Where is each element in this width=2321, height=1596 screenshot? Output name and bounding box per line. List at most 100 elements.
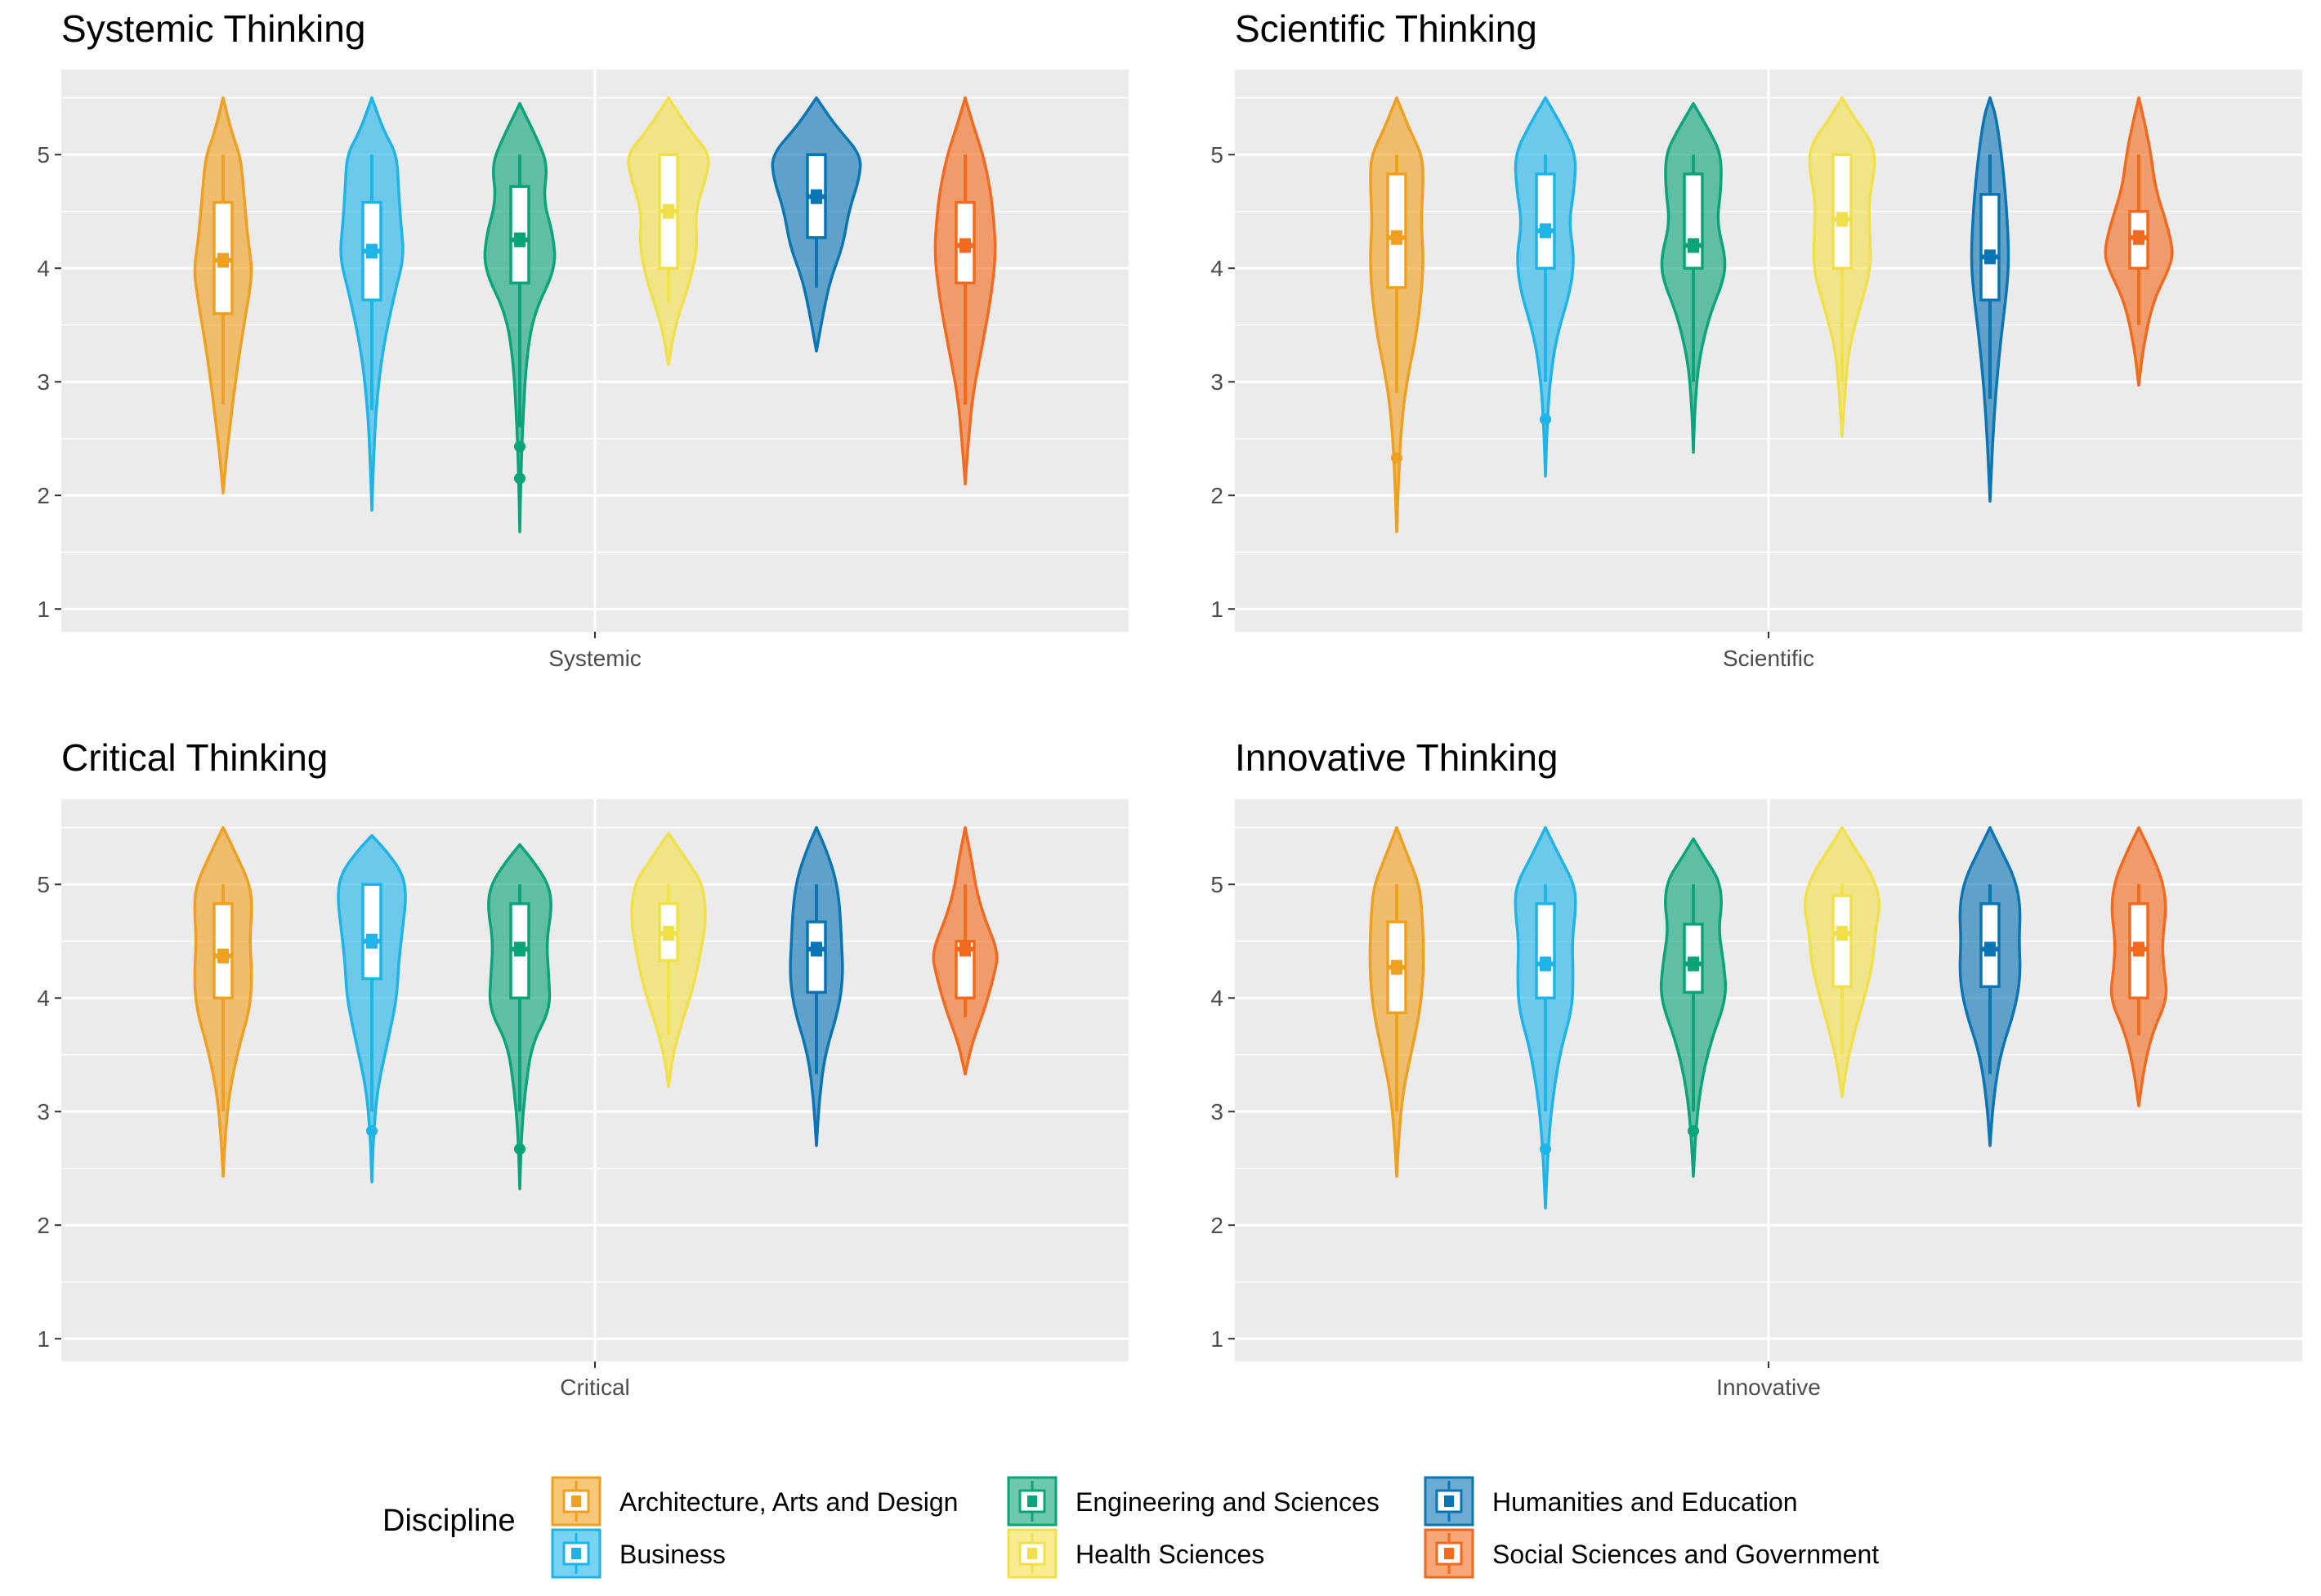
boxplot-median-mark [1540, 223, 1551, 239]
boxplot-box [1683, 172, 1704, 270]
boxplot-median-mark [959, 941, 971, 957]
legend-key-box [1435, 1489, 1463, 1513]
boxplot-box [1979, 193, 2001, 302]
legend-key-icon-architecture [551, 1476, 601, 1527]
legend-key-median [1444, 1548, 1454, 1559]
violin-engineering-and-sciences [487, 843, 552, 1191]
legend-key-median [571, 1548, 581, 1559]
y-tick-label: 4 [37, 256, 50, 281]
outlier-point [514, 472, 525, 485]
violin-business [337, 834, 407, 1184]
outlier-point [514, 1143, 525, 1156]
outlier-point [514, 440, 525, 453]
panel-title-scientific: Scientific Thinking [1235, 7, 1537, 50]
y-tick-label: 5 [1210, 872, 1223, 897]
outlier-point [1540, 414, 1551, 426]
boxplot-median-mark [217, 253, 229, 268]
boxplot-median-mark [1984, 249, 1996, 265]
y-tick-label: 3 [37, 1099, 50, 1124]
violin-social-sciences-and-government [2104, 96, 2174, 387]
boxplot-box [361, 883, 382, 981]
y-tick-label: 1 [1210, 597, 1223, 622]
boxplot-median-mark [1391, 230, 1402, 245]
y-tick-label: 1 [1210, 1326, 1223, 1352]
violin-humanities-and-education [1970, 96, 2010, 503]
boxplot-median-mark [2133, 230, 2144, 245]
x-category-label-critical: Critical [560, 1375, 630, 1400]
violin-humanities-and-education [771, 96, 862, 353]
legend-key-median [1444, 1495, 1454, 1507]
boxplot-median-mark [1688, 956, 1699, 972]
legend: Discipline Architecture, Arts and Design… [382, 1471, 1935, 1579]
boxplot-median-mark [1391, 959, 1402, 975]
y-tick-label: 4 [1210, 986, 1223, 1011]
boxplot-median-mark [1836, 212, 1848, 227]
violin-architecture-arts-and-design [1368, 825, 1425, 1178]
violin-social-sciences-and-government [932, 825, 999, 1076]
boxplot-box [1831, 894, 1853, 989]
x-category-label-systemic: Systemic [548, 646, 642, 671]
legend-key-icon-business [551, 1528, 601, 1579]
violin-engineering-and-sciences [483, 101, 557, 534]
x-category-label-innovative: Innovative [1716, 1375, 1821, 1400]
legend-key-median [1027, 1495, 1037, 1507]
legend-label-health: Health Sciences [1076, 1540, 1265, 1569]
boxplot-median-mark [1984, 941, 1996, 957]
y-tick-label: 2 [37, 483, 50, 508]
violin-humanities-and-education [1958, 825, 2022, 1147]
panel-title-systemic: Systemic Thinking [61, 7, 366, 50]
y-tick-label: 5 [37, 142, 50, 168]
violin-health-sciences [1803, 825, 1881, 1098]
boxplot-median-mark [2133, 941, 2144, 957]
violin-social-sciences-and-government [2109, 825, 2168, 1108]
y-tick-label: 2 [37, 1213, 50, 1238]
violin-social-sciences-and-government [933, 96, 997, 486]
boxplot-box [1535, 902, 1556, 999]
y-tick-label: 1 [37, 597, 50, 622]
chart-systemic: 1 2 3 4 5 [37, 69, 1129, 638]
y-tick-label: 5 [1210, 142, 1223, 168]
violin-engineering-and-sciences [1659, 837, 1728, 1178]
boxplot-median-mark [514, 232, 525, 248]
boxplot-median-mark [959, 238, 971, 253]
boxplot-median-mark [811, 941, 822, 957]
chart-scientific: 1 2 3 4 5 [1210, 69, 2302, 638]
boxplot-median-mark [663, 203, 674, 219]
y-tick-label: 5 [37, 872, 50, 897]
legend-key-median [571, 1495, 581, 1507]
outlier-point [1540, 1143, 1551, 1156]
legend-key-icon-social [1424, 1528, 1474, 1579]
legend-key-icon-engineering [1007, 1476, 1058, 1527]
violin-humanities-and-education [789, 825, 844, 1147]
violin-engineering-and-sciences [1660, 101, 1727, 454]
chart-critical: 1 2 3 4 5 [37, 799, 1129, 1368]
y-tick-label: 2 [1210, 483, 1223, 508]
legend-key-icon-health [1007, 1528, 1058, 1579]
y-tick-label: 3 [1210, 1099, 1223, 1124]
boxplot-median-mark [366, 933, 378, 949]
violin-business [1514, 825, 1577, 1210]
legend-label-engineering: Engineering and Sciences [1076, 1487, 1380, 1517]
boxplot-median-mark [1540, 956, 1551, 972]
boxplot-median-mark [217, 948, 229, 963]
y-tick-label: 1 [37, 1326, 50, 1352]
legend-key-box [1018, 1489, 1046, 1513]
violin-business [1514, 96, 1577, 478]
outlier-point [366, 1124, 378, 1137]
outlier-point [1391, 452, 1402, 464]
boxplot-median-mark [366, 244, 378, 259]
boxplot-box [1535, 172, 1556, 270]
legend-label-humanities: Humanities and Education [1492, 1487, 1798, 1517]
legend-title: Discipline [382, 1504, 516, 1538]
chart-innovative: 1 2 3 4 5 [1210, 799, 2302, 1368]
legend-label-social: Social Sciences and Government [1492, 1540, 1880, 1569]
legend-key-median [1027, 1548, 1037, 1559]
boxplot-box [806, 920, 827, 995]
y-tick-label: 3 [1210, 369, 1223, 395]
boxplot-box [1831, 153, 1853, 270]
violin-health-sciences [1808, 96, 1876, 438]
y-tick-label: 2 [1210, 1213, 1223, 1238]
legend-key-box [562, 1489, 590, 1513]
y-tick-label: 3 [37, 369, 50, 395]
